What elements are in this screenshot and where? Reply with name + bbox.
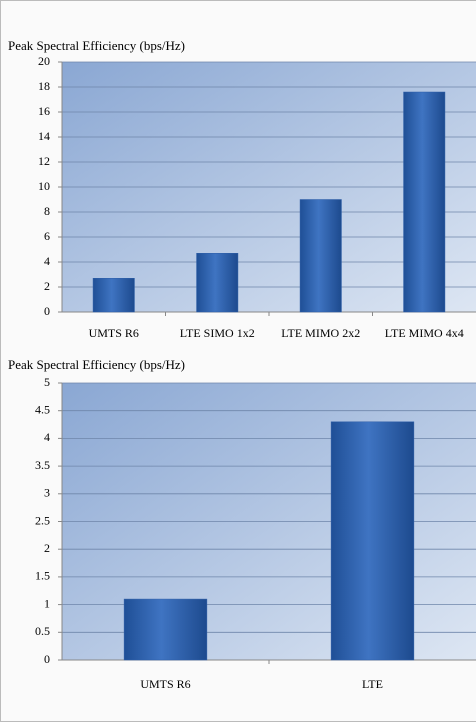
y-tick-label: 6 — [44, 229, 50, 243]
x-tick-label: LTE — [362, 677, 383, 691]
bar — [299, 199, 342, 313]
y-tick-label: 4 — [44, 430, 50, 444]
y-tick-label: 2 — [44, 541, 50, 555]
y-tick-label: 3 — [44, 486, 50, 500]
y-tick-label: 18 — [38, 79, 50, 93]
x-tick-label: LTE MIMO 2x2 — [281, 326, 360, 340]
bar — [92, 278, 135, 313]
y-tick-label: 10 — [38, 179, 50, 193]
chart-title: Peak Spectral Efficiency (bps/Hz) — [8, 357, 185, 372]
y-tick-label: 16 — [38, 104, 50, 118]
x-tick-label: UMTS R6 — [89, 326, 139, 340]
bar — [330, 421, 415, 661]
y-tick-label: 0.5 — [35, 624, 50, 638]
bar — [196, 253, 239, 313]
y-tick-label: 14 — [38, 129, 50, 143]
x-tick-label: LTE SIMO 1x2 — [180, 326, 255, 340]
x-tick-label: LTE MIMO 4x4 — [385, 326, 464, 340]
bar — [123, 598, 208, 661]
y-tick-label: 2 — [44, 279, 50, 293]
y-tick-label: 0 — [44, 652, 50, 666]
y-tick-label: 4.5 — [35, 402, 50, 416]
y-tick-label: 4 — [44, 254, 50, 268]
bar — [403, 91, 446, 313]
x-tick-label: UMTS R6 — [140, 677, 190, 691]
y-tick-label: 1.5 — [35, 569, 50, 583]
y-tick-label: 8 — [44, 204, 50, 218]
y-tick-label: 3.5 — [35, 458, 50, 472]
y-tick-label: 12 — [38, 154, 50, 168]
y-tick-label: 5 — [44, 375, 50, 389]
y-tick-label: 20 — [38, 54, 50, 68]
y-tick-label: 1 — [44, 596, 50, 610]
y-tick-label: 0 — [44, 304, 50, 318]
chart-title: Peak Spectral Efficiency (bps/Hz) — [8, 38, 185, 53]
y-tick-label: 2.5 — [35, 513, 50, 527]
